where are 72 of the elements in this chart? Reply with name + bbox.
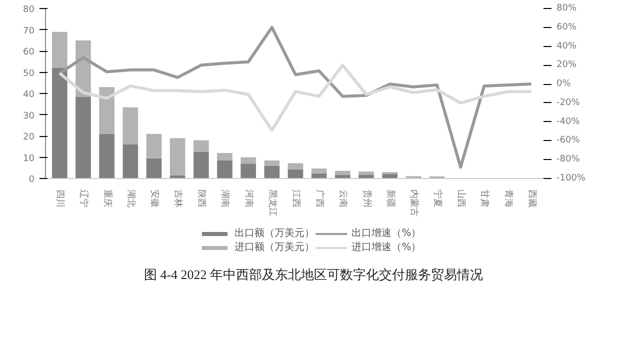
y2-tick-label: -100% (556, 174, 586, 184)
x-tick-label: 甘肃 (479, 190, 490, 208)
y-tick-label: 70 (23, 26, 35, 36)
bar (311, 168, 327, 174)
bar (122, 144, 138, 178)
y-tick-label: 20 (23, 132, 35, 142)
bar (52, 68, 68, 178)
bar (193, 140, 209, 152)
x-tick-label: 陕西 (196, 190, 208, 208)
bar (52, 32, 68, 68)
bar (217, 160, 232, 178)
y-tick-label: 80 (23, 5, 35, 15)
x-tick-label: 青海 (502, 190, 514, 208)
y2-tick-label: 80% (556, 4, 577, 14)
legend-label: 出口增速（%） (352, 226, 422, 240)
y2-tick-label: 40% (556, 41, 577, 52)
x-tick-label: 广西 (314, 190, 326, 208)
bar (193, 152, 209, 178)
x-tick-label: 黑龙江 (266, 190, 278, 216)
x-tick-label: 贵州 (361, 190, 372, 208)
x-tick-label: 湖北 (125, 190, 136, 208)
x-tick-label: 吉林 (172, 190, 184, 208)
x-tick-label: 山西 (456, 190, 467, 208)
x-tick-label: 安徽 (148, 190, 160, 208)
line-series (58, 26, 533, 169)
bar (264, 166, 280, 178)
bar (240, 157, 256, 164)
legend-label: 出口额（万美元） (234, 226, 315, 240)
bar (99, 134, 114, 178)
y-tick-label: 60 (23, 48, 35, 58)
x-tick-label: 江西 (290, 190, 302, 208)
bar (288, 163, 304, 170)
bar (358, 174, 374, 178)
y2-tick-label: -60% (556, 136, 580, 146)
y-tick-label: 40 (23, 90, 35, 100)
line-series (58, 64, 533, 132)
y-tick-label: 50 (23, 68, 35, 79)
y2-tick-label: 20% (556, 60, 577, 70)
x-tick-label: 西藏 (526, 190, 538, 208)
y-tick-label: 10 (23, 154, 35, 164)
bar (240, 164, 256, 178)
bar (217, 153, 232, 160)
bar (99, 87, 114, 134)
legend-label: 进口增速（%） (352, 240, 422, 254)
y2-tick-label: 60% (556, 22, 577, 32)
y2-tick-label: 0% (556, 79, 572, 90)
x-tick-label: 辽宁 (78, 190, 90, 208)
x-tick-label: 四川 (54, 190, 66, 208)
y2-tick-label: -80% (556, 154, 580, 165)
x-tick-label: 湖南 (220, 190, 231, 208)
x-tick-label: 重庆 (102, 190, 113, 208)
y-tick-label: 30 (23, 111, 35, 122)
bar (146, 158, 162, 178)
legend-label: 进口额（万美元） (234, 240, 315, 254)
x-tick-label: 河南 (243, 190, 254, 208)
bar (335, 170, 350, 175)
bar (382, 174, 398, 178)
bar (288, 169, 304, 178)
x-tick-label: 新疆 (384, 190, 396, 208)
y-tick-label: 0 (28, 175, 35, 185)
y2-tick-label: -20% (556, 98, 580, 108)
bar (146, 134, 162, 158)
y2-tick-label: -40% (556, 116, 580, 127)
bar (76, 96, 91, 178)
x-tick-label: 内蒙古 (408, 190, 420, 216)
bar (122, 107, 138, 144)
x-tick-label: 宁夏 (432, 190, 444, 208)
bar (358, 171, 374, 175)
bar (264, 160, 280, 166)
bar (170, 138, 186, 176)
x-tick-label: 云南 (338, 190, 349, 208)
text: 图 4-4 2022 年中西部及东北地区可数字化交付服务贸易情况 (142, 266, 484, 284)
